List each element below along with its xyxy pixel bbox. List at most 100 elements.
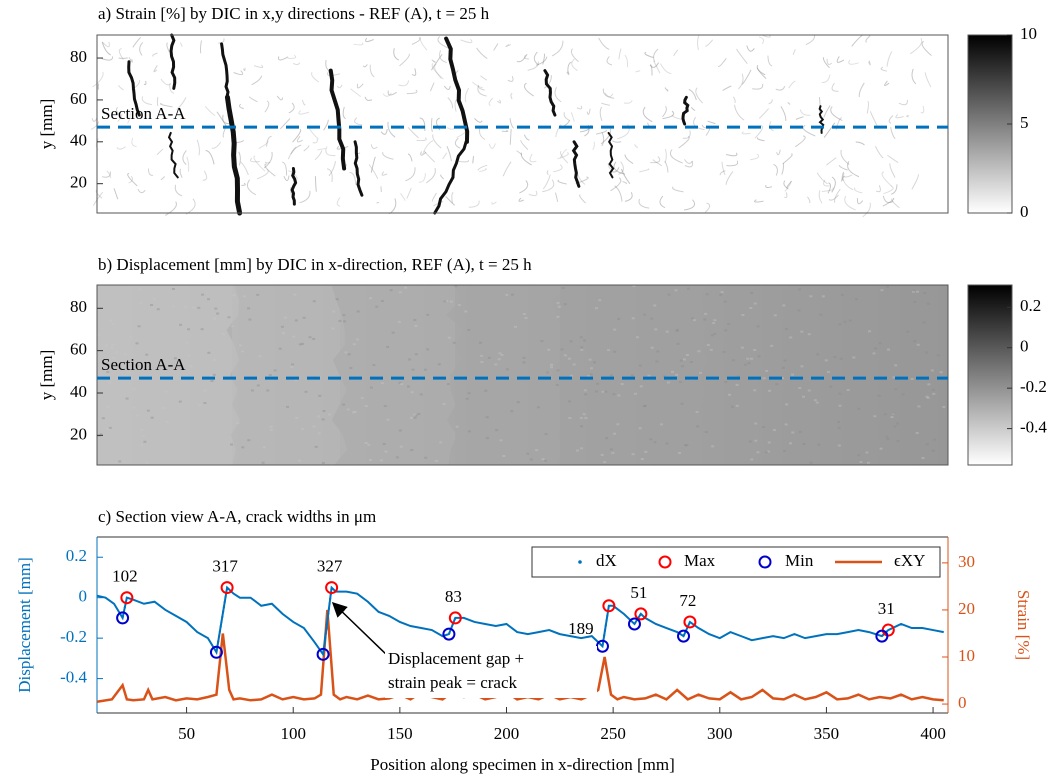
displacement-texture <box>386 418 390 421</box>
strain-texture <box>684 159 693 164</box>
strain-texture <box>326 168 333 182</box>
displacement-texture <box>798 430 802 433</box>
strain-texture <box>746 45 755 52</box>
strain-texture <box>101 171 111 178</box>
displacement-texture <box>801 395 805 398</box>
x-tick-label: 400 <box>920 724 946 743</box>
displacement-texture <box>300 427 304 430</box>
strain-texture <box>554 86 562 103</box>
strain-texture <box>827 182 832 194</box>
strain-texture <box>249 157 260 163</box>
y-tick-label: 40 <box>70 382 87 401</box>
displacement-texture <box>106 427 110 430</box>
displacement-texture <box>524 317 528 320</box>
axes-frame <box>96 284 949 466</box>
strain-texture <box>664 87 669 92</box>
displacement-texture <box>135 342 139 345</box>
displacement-texture <box>502 455 506 458</box>
displacement-texture <box>901 393 905 396</box>
strain-texture <box>459 159 470 163</box>
strain-texture <box>429 82 435 92</box>
displacement-texture <box>925 395 929 398</box>
strain-texture <box>855 141 865 146</box>
strain-texture <box>554 192 559 202</box>
strain-texture <box>501 129 509 132</box>
crack <box>220 42 230 99</box>
crack-width-label: 317 <box>212 556 238 575</box>
displacement-texture <box>666 381 670 384</box>
displacement-texture <box>588 358 592 361</box>
displacement-texture <box>576 449 580 452</box>
strain-texture <box>303 145 310 152</box>
displacement-texture <box>892 412 896 415</box>
strain-texture <box>431 54 443 71</box>
displacement-texture <box>411 368 415 371</box>
displacement-texture <box>569 340 573 343</box>
displacement-texture <box>712 322 716 325</box>
displacement-texture <box>594 390 598 393</box>
strain-texture <box>97 83 100 90</box>
displacement-texture <box>414 414 418 417</box>
displacement-texture <box>413 318 417 321</box>
strain-texture <box>559 148 568 159</box>
strain-texture <box>199 40 202 54</box>
strain-texture <box>836 56 845 63</box>
strain-texture <box>762 34 771 38</box>
displacement-texture <box>638 427 642 430</box>
displacement-texture <box>800 330 804 333</box>
displacement-texture <box>560 348 564 351</box>
displacement-texture <box>455 425 459 428</box>
displacement-texture <box>480 361 484 364</box>
strain-texture <box>792 49 796 56</box>
strain-texture <box>365 37 374 43</box>
displacement-texture <box>464 310 468 313</box>
displacement-texture <box>356 338 360 341</box>
strain-texture <box>264 100 270 113</box>
strain-texture <box>604 92 614 98</box>
strain-texture <box>559 150 569 164</box>
strain-texture <box>169 83 175 94</box>
displacement-texture <box>179 323 183 326</box>
strain-texture <box>381 171 388 176</box>
strain-texture <box>311 71 320 83</box>
strain-texture <box>510 93 513 100</box>
strain-texture <box>241 182 246 186</box>
displacement-texture <box>824 359 828 362</box>
strain-texture <box>431 192 437 202</box>
displacement-texture <box>859 461 863 464</box>
strain-texture <box>460 38 473 44</box>
crack-width-label: 72 <box>679 591 696 610</box>
strain-texture <box>664 148 667 163</box>
strain-texture <box>544 75 552 89</box>
displacement-texture <box>386 345 390 348</box>
strain-texture <box>447 97 454 109</box>
strain-texture <box>106 170 112 179</box>
crack-width-label: 102 <box>112 567 138 586</box>
displacement-texture <box>304 390 308 393</box>
displacement-texture <box>631 317 635 320</box>
strain-texture <box>781 163 784 175</box>
displacement-texture <box>423 368 427 371</box>
strain-texture <box>488 143 496 149</box>
strain-texture <box>736 48 748 65</box>
strain-texture <box>156 148 164 156</box>
displacement-texture <box>484 389 488 392</box>
displacement-texture <box>704 431 708 434</box>
strain-texture <box>137 188 146 194</box>
strain-texture <box>398 80 410 87</box>
displacement-texture <box>395 456 399 459</box>
displacement-texture <box>343 320 347 323</box>
strain-texture <box>370 156 376 173</box>
displacement-texture <box>706 343 710 346</box>
strain-texture <box>399 53 410 67</box>
displacement-texture <box>356 310 360 313</box>
strain-texture <box>445 196 455 206</box>
strain-texture <box>422 140 434 155</box>
displacement-texture <box>273 369 277 372</box>
displacement-texture <box>838 404 842 407</box>
displacement-texture <box>404 286 408 289</box>
displacement-texture <box>815 401 819 404</box>
displacement-texture <box>886 348 890 351</box>
strain-texture <box>253 155 266 172</box>
strain-texture <box>325 146 336 157</box>
